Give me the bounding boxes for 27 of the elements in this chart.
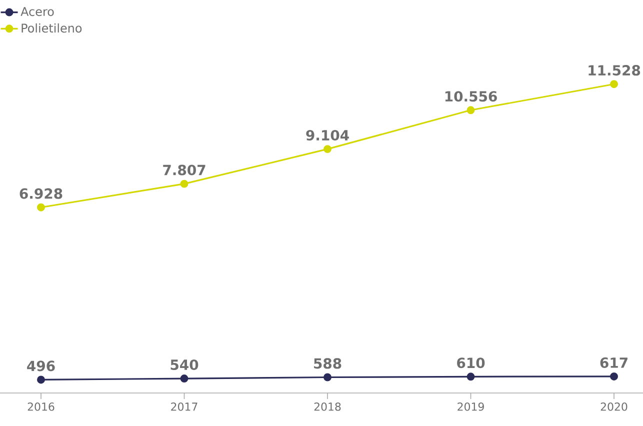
legend-label: Polietileno	[22, 23, 82, 33]
data-label: 11.528	[588, 65, 640, 76]
data-label: 617	[600, 357, 628, 368]
point	[37, 203, 45, 212]
data-label: 7.807	[163, 164, 206, 176]
data-label: 9.104	[306, 130, 349, 141]
point	[180, 180, 188, 188]
data-label: 540	[170, 359, 198, 370]
point	[610, 372, 618, 380]
point	[180, 374, 188, 383]
point	[324, 373, 332, 382]
x-tick-label: 2016	[28, 402, 54, 411]
x-tick-label: 2017	[171, 402, 198, 411]
point	[324, 145, 332, 154]
data-label: 496	[27, 360, 55, 372]
data-label: 6.928	[20, 188, 62, 199]
x-tick-label: 2018	[314, 402, 341, 411]
point	[466, 106, 475, 114]
data-label: 610	[457, 358, 485, 368]
legend-label: Acero	[20, 7, 54, 16]
point	[610, 80, 618, 88]
x-tick-label: 2019	[458, 402, 484, 411]
point	[37, 376, 45, 384]
data-label: 10.556	[445, 91, 497, 102]
x-tick-label: 2020	[600, 402, 628, 411]
point	[466, 372, 475, 381]
data-label: 588	[314, 358, 342, 369]
